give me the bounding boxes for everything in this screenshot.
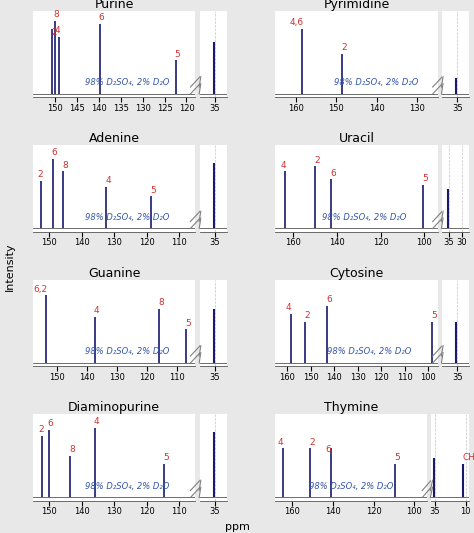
Text: 4: 4: [286, 303, 292, 312]
Text: 98% D₂SO₄, 2% D₂O: 98% D₂SO₄, 2% D₂O: [85, 213, 169, 222]
Text: 4: 4: [55, 26, 60, 35]
Text: 6: 6: [99, 13, 104, 22]
Text: 6: 6: [52, 148, 57, 157]
Text: 6: 6: [326, 446, 331, 455]
Text: 4: 4: [94, 306, 100, 315]
Text: 98% D₂SO₄, 2% D₂O: 98% D₂SO₄, 2% D₂O: [327, 347, 411, 356]
Text: 8: 8: [62, 160, 68, 169]
Text: 6: 6: [327, 295, 332, 304]
Title: Guanine: Guanine: [88, 266, 140, 280]
Text: 5: 5: [431, 311, 437, 320]
Text: 98% D₂SO₄, 2% D₂O: 98% D₂SO₄, 2% D₂O: [322, 213, 407, 222]
Text: 4: 4: [105, 176, 111, 185]
Text: 98% D₂SO₄, 2% D₂O: 98% D₂SO₄, 2% D₂O: [85, 482, 169, 490]
Text: 6: 6: [48, 419, 54, 429]
Text: 2: 2: [310, 438, 315, 447]
Text: 2: 2: [37, 170, 43, 179]
Text: 5: 5: [394, 454, 400, 462]
Text: 8: 8: [54, 10, 60, 19]
Text: 5: 5: [447, 51, 452, 60]
Text: 4: 4: [278, 438, 283, 447]
Text: 98% D₂SO₄, 2% D₂O: 98% D₂SO₄, 2% D₂O: [85, 347, 169, 356]
Text: 5: 5: [185, 319, 191, 328]
Text: 5: 5: [164, 454, 169, 462]
Text: 98% D₂SO₄, 2% D₂O: 98% D₂SO₄, 2% D₂O: [334, 78, 418, 87]
Text: CH₃: CH₃: [463, 454, 474, 462]
Text: 4,6: 4,6: [290, 18, 304, 27]
Title: Uracil: Uracil: [338, 132, 374, 145]
Text: 5: 5: [151, 186, 156, 195]
Title: Pyrimidine: Pyrimidine: [323, 0, 390, 11]
Text: 2: 2: [341, 44, 346, 52]
Text: 2: 2: [304, 311, 310, 320]
Text: 8: 8: [70, 446, 75, 455]
Title: Thymine: Thymine: [324, 401, 378, 414]
Text: 2: 2: [38, 425, 44, 434]
Text: 4: 4: [94, 417, 100, 426]
Text: 2: 2: [51, 28, 57, 37]
Text: ppm: ppm: [225, 522, 249, 532]
Text: 98% D₂SO₄, 2% D₂O: 98% D₂SO₄, 2% D₂O: [85, 78, 169, 87]
Title: Adenine: Adenine: [89, 132, 140, 145]
Text: 5: 5: [423, 174, 428, 183]
Title: Purine: Purine: [94, 0, 134, 11]
Title: Diaminopurine: Diaminopurine: [68, 401, 160, 414]
Text: 8: 8: [158, 298, 164, 308]
Text: 6,2: 6,2: [33, 285, 47, 294]
Text: 2: 2: [314, 156, 320, 165]
Title: Cytosine: Cytosine: [329, 266, 383, 280]
Text: 4: 4: [281, 160, 286, 169]
Text: 98% D₂SO₄, 2% D₂O: 98% D₂SO₄, 2% D₂O: [309, 482, 393, 490]
Text: Intensity: Intensity: [5, 242, 15, 291]
Text: 5: 5: [174, 50, 180, 59]
Text: 6: 6: [331, 168, 337, 177]
